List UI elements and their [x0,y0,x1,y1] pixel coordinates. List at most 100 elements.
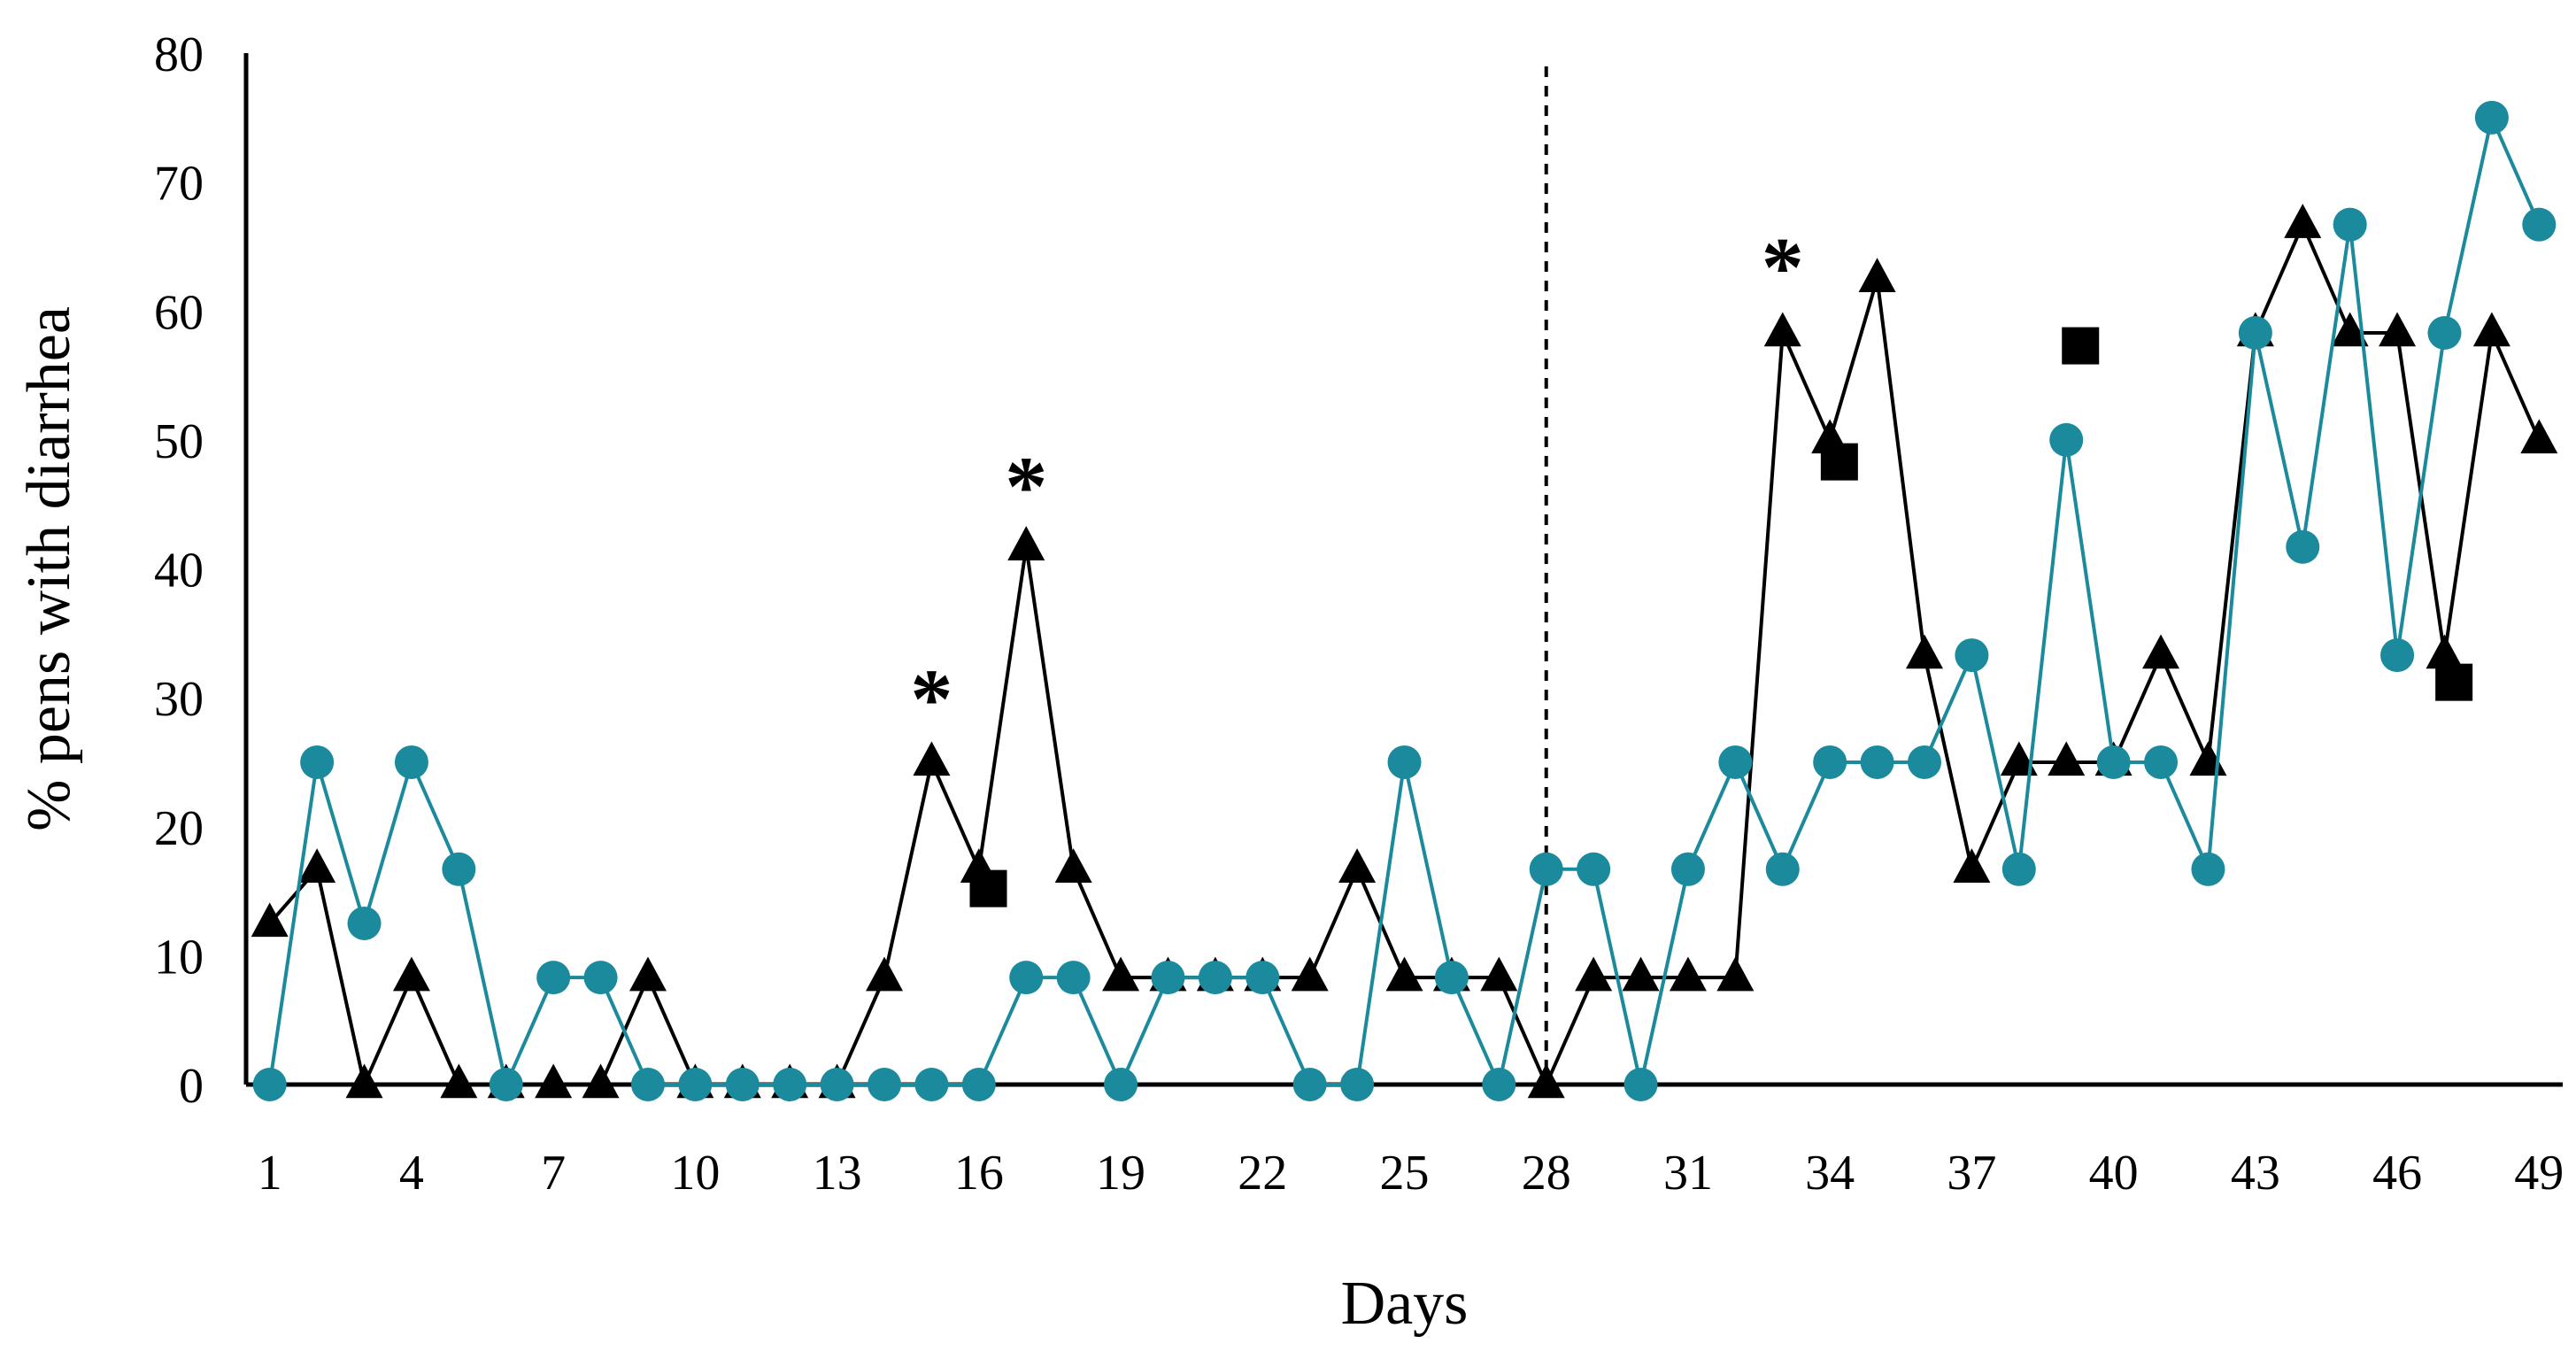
circle-point [2333,207,2367,242]
circle-point [1577,852,1611,886]
significance-asterisk: * [910,652,953,746]
x-tick-label: 4 [399,1146,424,1201]
circle-point [1340,1068,1375,1101]
circle-point [1246,961,1280,995]
circle-point [725,1068,760,1101]
square-point [1820,443,1858,481]
triangle-point [2426,634,2464,669]
circle-point [2380,638,2415,673]
triangle-point [535,1063,573,1099]
circle-point [630,1068,665,1101]
triangle-point [1905,634,1943,669]
circle-point [1718,745,1753,779]
triangle-point [2472,312,2510,347]
x-tick-label: 16 [954,1146,1004,1201]
triangle-point [1480,956,1518,992]
circle-point [394,745,428,779]
y-tick-label: 80 [154,27,204,82]
triangle-point [392,956,430,992]
x-tick-label: 19 [1096,1146,1145,1201]
square-point [969,869,1007,907]
y-tick-label: 30 [154,672,204,727]
circle-point [1387,745,1422,779]
circle-point [1860,745,1894,779]
circle-point [442,852,476,886]
triangle-point [629,956,667,992]
triangle-point [1953,848,1991,884]
triangle-point [2142,634,2180,669]
y-tick-label: 40 [154,544,204,598]
circle-point [773,1068,807,1101]
circle-point [1434,961,1469,995]
triangle-point [1575,956,1613,992]
y-tick-label: 10 [154,930,204,985]
circle-point [1151,961,1185,995]
triangle-point [1007,526,1045,560]
circle-point [2474,100,2509,135]
circle-point [1955,638,1989,673]
x-tick-label: 31 [1663,1146,1713,1201]
square-point [2062,327,2100,365]
circle-point [347,906,382,940]
circle-point [2191,852,2225,886]
circle-point [1292,1068,1327,1101]
circle-point [1009,961,1044,995]
x-tick-label: 22 [1238,1146,1287,1201]
y-axis-title: % pens with diarrhea [15,306,83,831]
y-tick-label: 60 [154,285,204,340]
circle-point [914,1068,949,1101]
x-axis-title: Days [1341,1270,1469,1338]
circle-point [252,1068,287,1101]
triangle-series-line [268,222,2541,1086]
triangle-point [2189,741,2227,776]
circle-point [2286,529,2320,564]
circle-point [1056,961,1091,995]
circle-point [820,1068,854,1101]
triangle-point [251,902,289,938]
annotations: * * * [910,220,1803,746]
x-tick-label: 40 [2089,1146,2139,1201]
y-tick-label: 0 [179,1059,204,1114]
circle-point [536,961,571,995]
triangle-point [866,956,904,992]
significance-asterisk: * [1762,220,1804,314]
x-tick-label: 43 [2231,1146,2280,1201]
tick-labels: 0 10 20 30 40 50 60 70 80 1 4 7 10 13 16 19 22 25 28 31 34 37… [154,27,2564,1201]
triangle-point [2331,312,2369,347]
circle-point [1104,1068,1138,1101]
triangle-point [2520,419,2558,454]
triangle-point [1622,956,1660,992]
triangle-point [2048,741,2086,776]
circle-point [1198,961,1232,995]
triangle-point [1385,956,1423,992]
circle-series-line [267,115,2541,1086]
triangle-point [1763,312,1801,347]
circle-point [1765,852,1800,886]
circle-point [678,1068,713,1101]
x-tick-label: 46 [2372,1146,2422,1201]
triangle-point [1054,848,1092,884]
x-tick-label: 28 [1522,1146,1571,1201]
circle-point [2238,316,2272,351]
triangle-point [2284,204,2322,238]
significance-asterisk: * [1005,439,1047,534]
circle-point [2049,422,2084,457]
triangle-point [582,1063,620,1099]
circle-point [1529,852,1563,886]
y-tick-label: 70 [154,157,204,212]
x-tick-label: 7 [541,1146,566,1201]
circle-point [2001,852,2036,886]
axes [243,53,2563,1087]
circle-point [1670,852,1705,886]
x-tick-label: 10 [670,1146,720,1201]
triangle-point [440,1063,478,1099]
x-tick-label: 25 [1380,1146,1430,1201]
x-tick-label: 49 [2514,1146,2564,1201]
triangle-point [345,1063,383,1099]
series [251,100,2558,1101]
x-tick-label: 34 [1805,1146,1855,1201]
circle-point [1482,1068,1516,1101]
circle-point [2522,207,2557,242]
square-markers [969,327,2473,907]
triangle-point [1291,956,1329,992]
